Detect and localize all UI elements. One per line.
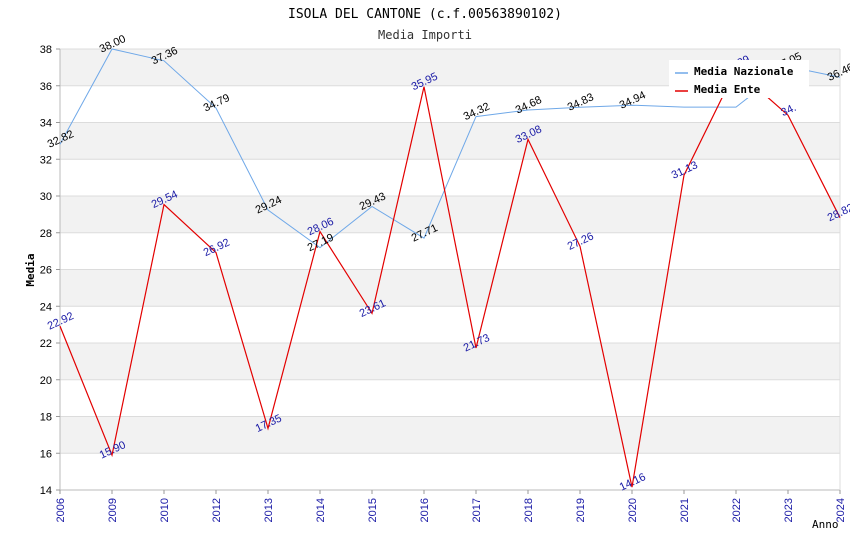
plot-band [60, 343, 840, 380]
data-label: 34. [779, 102, 798, 119]
plot-band [60, 122, 840, 160]
x-tick-label: 2024 [835, 498, 847, 522]
y-axis-label: Media [24, 253, 37, 286]
series-line-media-nazionale [59, 48, 841, 249]
gridlines [60, 48, 840, 491]
x-tick-label: 2021 [679, 498, 691, 522]
series-line-media-ente [59, 68, 841, 488]
x-tick-label: 2014 [315, 498, 327, 522]
plot-bands [60, 49, 840, 454]
y-tick-label: 30 [40, 191, 52, 203]
y-tick-label: 16 [40, 448, 52, 460]
chart-subtitle: Media Importi [378, 28, 472, 42]
y-tick-label: 18 [40, 412, 52, 424]
data-label: 31.13 [670, 159, 700, 182]
data-label: 34.83 [566, 91, 596, 114]
legend-box [669, 60, 809, 98]
x-tick-label: 2017 [471, 498, 483, 522]
y-tick-label: 28 [40, 228, 52, 240]
y-tick-label: 26 [40, 265, 52, 277]
x-tick-label: 2016 [419, 498, 431, 522]
y-tick-label: 38 [40, 44, 52, 56]
data-label: 34.32 [462, 101, 492, 124]
series-lines [59, 48, 841, 488]
x-tick-label: 2015 [367, 498, 379, 522]
y-tick-label: 36 [40, 81, 52, 93]
x-tick-label: 2013 [263, 498, 275, 522]
x-tick-label: 2018 [523, 498, 535, 522]
y-tick-label: 24 [40, 301, 52, 313]
data-label: 34.68 [514, 94, 544, 117]
x-axis-label: Anno [812, 518, 839, 531]
plot-band [60, 269, 840, 307]
x-axis-ticks: 2006 2009 2010 2012 2013 2014 2015 2016 2017 2018… [55, 490, 847, 522]
x-tick-label: 2012 [211, 498, 223, 522]
x-tick-label: 2010 [159, 498, 171, 522]
x-tick-label: 2006 [55, 498, 67, 522]
y-tick-label: 22 [40, 338, 52, 350]
y-axis-ticks: 14 16 18 20 22 24 26 28 30 32 34 36 38 [40, 44, 60, 497]
legend-label-media-ente: Media Ente [694, 83, 761, 96]
x-tick-label: 2020 [627, 498, 639, 522]
plot-band [60, 416, 840, 454]
chart-title: ISOLA DEL CANTONE (c.f.00563890102) [288, 7, 562, 22]
data-label: 34.94 [618, 89, 648, 112]
x-tick-label: 2023 [783, 498, 795, 522]
data-label: 34.79 [202, 92, 232, 115]
y-tick-label: 32 [40, 154, 52, 166]
x-tick-label: 2022 [731, 498, 743, 522]
x-tick-label: 2009 [107, 498, 119, 522]
y-tick-label: 14 [40, 485, 52, 497]
x-tick-label: 2019 [575, 498, 587, 522]
legend: Media Nazionale Media Ente [669, 60, 809, 98]
y-tick-label: 20 [40, 375, 52, 387]
y-tick-label: 34 [40, 118, 52, 130]
legend-label-media-nazionale: Media Nazionale [694, 65, 794, 78]
